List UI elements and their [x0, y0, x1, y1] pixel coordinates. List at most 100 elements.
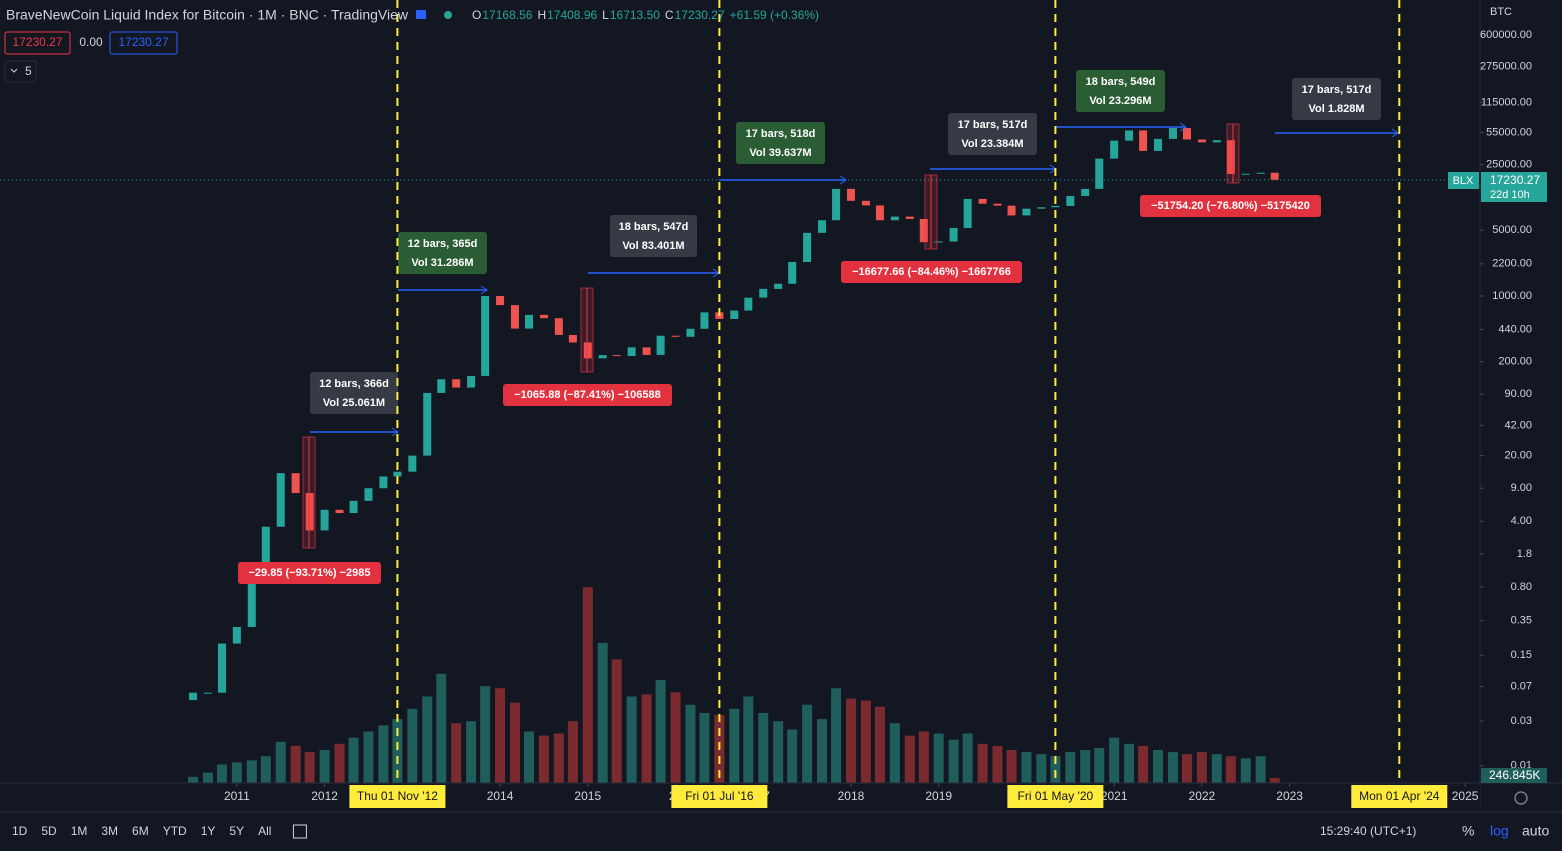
candle-body	[1270, 172, 1279, 180]
drawdown-label: −29.85 (−93.71%) −2985	[248, 567, 370, 579]
volume-bar	[962, 733, 973, 783]
candle-body	[730, 310, 739, 319]
measure-text: 12 bars, 366d	[319, 378, 389, 390]
candle-body	[261, 526, 270, 583]
range-button[interactable]: 5Y	[229, 824, 244, 838]
volume-bar	[860, 700, 871, 783]
candle-body	[963, 198, 972, 228]
range-button[interactable]: 5D	[41, 824, 57, 838]
indicator-toggle[interactable]	[4, 60, 37, 83]
ohlc-value: 17168.56	[482, 8, 532, 22]
range-button[interactable]: 1D	[12, 824, 28, 838]
clock: 15:29:40 (UTC+1)	[1320, 824, 1416, 838]
y-tick-label: 0.15	[1511, 649, 1532, 661]
volume-bar	[1065, 752, 1076, 783]
range-button[interactable]: YTD	[163, 824, 187, 838]
symbol-bg	[1448, 172, 1479, 189]
candle-body	[510, 305, 519, 329]
range-button[interactable]: 3M	[101, 824, 118, 838]
candle-body	[1226, 140, 1235, 174]
measure-text: Vol 39.637M	[749, 147, 811, 159]
chart-title: BraveNewCoin Liquid Index for Bitcoin · …	[6, 7, 409, 23]
volume-bar	[202, 772, 213, 783]
measure-box	[736, 122, 825, 164]
volume-bar	[582, 587, 593, 783]
y-tick-label: 5000.00	[1492, 224, 1532, 236]
candle-body	[890, 216, 899, 221]
candle-body	[247, 582, 256, 628]
volume-bar	[480, 686, 491, 783]
volume-bar	[538, 735, 549, 783]
range-button[interactable]: All	[258, 824, 271, 838]
currency[interactable]: BTC	[1490, 6, 1512, 18]
drawdown-label: −16677.66 (−84.46%) −1667766	[852, 266, 1011, 278]
range-button[interactable]: 1M	[71, 824, 88, 838]
measure-box	[948, 113, 1037, 155]
last-price-bg	[1481, 172, 1547, 202]
candle-body	[934, 241, 943, 243]
volume-bar	[1153, 750, 1164, 783]
candle-body	[1168, 128, 1177, 139]
y-tick-label: 55000.00	[1486, 126, 1532, 138]
measure-text: Vol 31.286M	[411, 257, 473, 269]
percent-toggle[interactable]: %	[1462, 823, 1474, 839]
range-button[interactable]: 6M	[132, 824, 149, 838]
volume-bar	[918, 731, 929, 783]
settings-icon[interactable]	[1514, 791, 1528, 805]
volume-bar	[1006, 750, 1017, 783]
volume-bar	[889, 723, 900, 783]
price-axis-bg	[1480, 0, 1562, 811]
y-tick-label: 90.00	[1504, 388, 1532, 400]
date-range-icon[interactable]	[292, 824, 307, 839]
date-marker-label: Fri 01 Jul '16	[685, 789, 754, 803]
auto-toggle[interactable]: auto	[1522, 823, 1549, 839]
range-button[interactable]: 1Y	[201, 824, 216, 838]
y-tick-label: 0.80	[1511, 581, 1532, 593]
candle-body	[846, 188, 855, 201]
volume-bar	[743, 696, 754, 783]
candle-body	[335, 509, 344, 514]
last-price-label: 17230.27	[1490, 173, 1540, 187]
measure-box	[398, 232, 487, 274]
candle-body	[905, 216, 914, 219]
candle-body	[423, 392, 432, 456]
candle-body	[554, 318, 563, 335]
volume-bar	[685, 704, 696, 783]
candle-body	[803, 232, 812, 263]
y-tick-label: 4.00	[1511, 515, 1532, 527]
volume-bar	[509, 702, 520, 783]
volume-bar	[348, 737, 359, 783]
candle-body	[349, 500, 358, 514]
measure-text: 17 bars, 517d	[1302, 84, 1372, 96]
volume-bar	[524, 731, 535, 783]
volume-bar	[977, 743, 988, 783]
log-toggle[interactable]: log	[1490, 823, 1509, 839]
volume-bar	[407, 708, 418, 783]
flag-icon	[416, 10, 427, 19]
candle-body	[642, 347, 651, 355]
volume-bar	[641, 694, 652, 783]
candle-body	[1110, 140, 1119, 159]
y-tick-label: 0.35	[1511, 615, 1532, 627]
candle-body	[978, 198, 987, 204]
candle-body	[539, 314, 548, 319]
volume-bar	[363, 731, 374, 783]
candle-body	[379, 476, 388, 489]
candle-body	[671, 335, 680, 337]
date-marker-label-bg	[349, 785, 446, 808]
y-tick-label: 600000.00	[1480, 29, 1532, 41]
candle-body	[291, 473, 300, 494]
candle-body	[744, 297, 753, 311]
x-tick-label: 2012	[311, 789, 338, 803]
y-tick-label: 275000.00	[1480, 61, 1532, 73]
candle-body	[656, 335, 665, 355]
x-tick-label: 2021	[1101, 789, 1128, 803]
countdown: 22d 10h	[1490, 189, 1530, 201]
candle-body	[525, 314, 534, 329]
date-marker-label: Fri 01 May '20	[1018, 789, 1094, 803]
ohlc-value: 16713.50	[610, 8, 660, 22]
measure-text: 17 bars, 517d	[958, 119, 1028, 131]
volume-bar	[1211, 754, 1222, 783]
